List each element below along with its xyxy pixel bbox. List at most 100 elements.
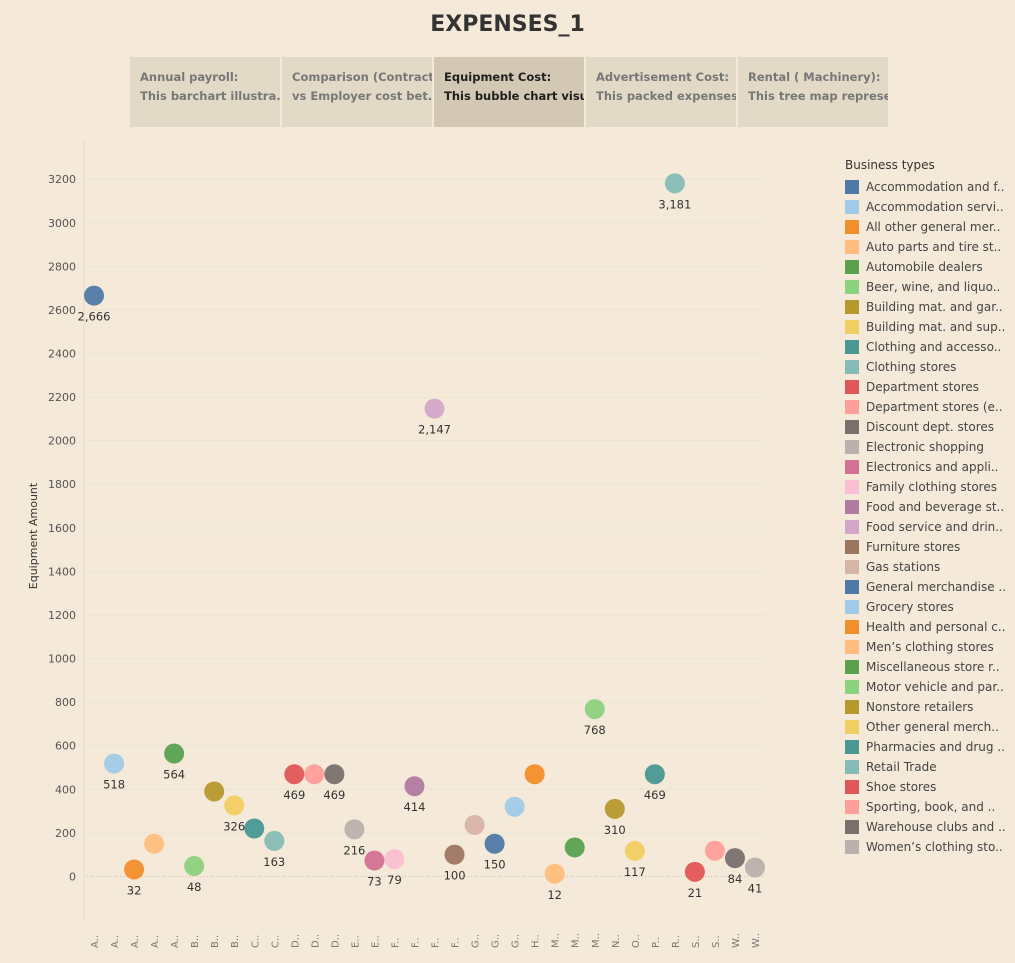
- data-label: 469: [283, 788, 305, 802]
- data-label: 768: [584, 723, 606, 737]
- data-label: 84: [728, 872, 743, 886]
- data-point[interactable]: [404, 776, 425, 797]
- legend-label: Food and beverage st..: [866, 500, 1005, 514]
- legend-swatch: [845, 240, 859, 254]
- data-point[interactable]: [524, 764, 545, 785]
- data-point[interactable]: [184, 855, 205, 876]
- x-tick-label: W..: [751, 933, 762, 948]
- legend-item[interactable]: Auto parts and tire st..: [845, 237, 1015, 257]
- data-point[interactable]: [584, 699, 605, 720]
- legend-item[interactable]: Department stores: [845, 377, 1015, 397]
- data-point[interactable]: [84, 285, 105, 306]
- legend-item[interactable]: Clothing and accesso..: [845, 337, 1015, 357]
- legend-item[interactable]: Discount dept. stores: [845, 417, 1015, 437]
- tab-annual-payroll[interactable]: Annual payroll: This barchart illustra..: [130, 57, 280, 127]
- x-tick-label: B..: [190, 935, 201, 948]
- data-point[interactable]: [624, 840, 645, 861]
- data-point[interactable]: [144, 833, 165, 854]
- legend-item[interactable]: All other general mer..: [845, 217, 1015, 237]
- legend-item[interactable]: Women’s clothing sto..: [845, 837, 1015, 857]
- data-label: 326: [223, 819, 245, 833]
- legend-item[interactable]: Furniture stores: [845, 537, 1015, 557]
- legend-item[interactable]: Nonstore retailers: [845, 697, 1015, 717]
- legend-item[interactable]: Department stores (e..: [845, 397, 1015, 417]
- x-tick-label: W..: [731, 933, 742, 948]
- tab-title: Annual payroll:: [140, 70, 239, 84]
- legend-item[interactable]: Retail Trade: [845, 757, 1015, 777]
- data-point[interactable]: [424, 398, 445, 419]
- legend-item[interactable]: General merchandise ..: [845, 577, 1015, 597]
- legend-label: Furniture stores: [866, 540, 961, 554]
- legend-item[interactable]: Accommodation and f..: [845, 177, 1015, 197]
- legend-item[interactable]: Shoe stores: [845, 777, 1015, 797]
- tab-equipment-cost[interactable]: Equipment Cost: This bubble chart visu..: [434, 57, 584, 127]
- data-point[interactable]: [484, 833, 505, 854]
- legend-swatch: [845, 600, 859, 614]
- data-point[interactable]: [304, 764, 325, 785]
- legend-item[interactable]: Accommodation servi..: [845, 197, 1015, 217]
- data-points: [84, 173, 765, 884]
- legend-item[interactable]: Men’s clothing stores: [845, 637, 1015, 657]
- data-point[interactable]: [164, 743, 185, 764]
- legend-swatch: [845, 300, 859, 314]
- tab-rental-machinery[interactable]: Rental ( Machinery): This tree map repre…: [738, 57, 888, 127]
- data-point[interactable]: [244, 818, 265, 839]
- data-label: 32: [127, 883, 142, 897]
- tab-comparison[interactable]: Comparison (Contract vs Employer cost be…: [282, 57, 432, 127]
- legend-item[interactable]: Electronics and appli..: [845, 457, 1015, 477]
- data-point[interactable]: [384, 849, 405, 870]
- data-point[interactable]: [264, 830, 285, 851]
- legend-item[interactable]: Grocery stores: [845, 597, 1015, 617]
- legend-item[interactable]: Warehouse clubs and ..: [845, 817, 1015, 837]
- data-point[interactable]: [564, 837, 585, 858]
- legend-item[interactable]: Health and personal c..: [845, 617, 1015, 637]
- data-point[interactable]: [724, 848, 745, 869]
- data-point[interactable]: [604, 798, 625, 819]
- tab-caption: vs Employer cost bet..: [292, 89, 432, 103]
- data-point[interactable]: [504, 796, 525, 817]
- data-point[interactable]: [104, 753, 125, 774]
- legend-item[interactable]: Miscellaneous store r..: [845, 657, 1015, 677]
- legend-label: Gas stations: [866, 560, 941, 574]
- legend-swatch: [845, 580, 859, 594]
- legend-item[interactable]: Electronic shopping: [845, 437, 1015, 457]
- legend-label: Nonstore retailers: [866, 700, 974, 714]
- x-tick-label: F..: [410, 937, 421, 948]
- data-point[interactable]: [124, 859, 145, 880]
- data-point[interactable]: [284, 764, 305, 785]
- legend-swatch: [845, 560, 859, 574]
- legend-item[interactable]: Sporting, book, and ..: [845, 797, 1015, 817]
- legend-item[interactable]: Building mat. and gar..: [845, 297, 1015, 317]
- legend-item[interactable]: Building mat. and sup..: [845, 317, 1015, 337]
- legend-item[interactable]: Food service and drin..: [845, 517, 1015, 537]
- x-tick-label: F..: [390, 937, 401, 948]
- data-point[interactable]: [324, 764, 345, 785]
- legend-item[interactable]: Automobile dealers: [845, 257, 1015, 277]
- data-point[interactable]: [364, 850, 385, 871]
- legend-item[interactable]: Motor vehicle and par..: [845, 677, 1015, 697]
- data-point[interactable]: [344, 819, 365, 840]
- data-point[interactable]: [544, 863, 565, 884]
- legend-label: Beer, wine, and liquo..: [866, 280, 1001, 294]
- data-point[interactable]: [644, 764, 665, 785]
- data-point[interactable]: [204, 781, 225, 802]
- data-point[interactable]: [684, 861, 705, 882]
- legend-item[interactable]: Food and beverage st..: [845, 497, 1015, 517]
- legend-item[interactable]: Clothing stores: [845, 357, 1015, 377]
- legend-swatch: [845, 540, 859, 554]
- legend-label: Health and personal c..: [866, 620, 1006, 634]
- data-point[interactable]: [444, 844, 465, 865]
- data-label: 100: [444, 869, 466, 883]
- data-point[interactable]: [744, 857, 765, 878]
- x-tick-label: D..: [310, 934, 321, 948]
- data-point[interactable]: [704, 840, 725, 861]
- legend-item[interactable]: Pharmacies and drug ..: [845, 737, 1015, 757]
- data-point[interactable]: [464, 815, 485, 836]
- legend-item[interactable]: Beer, wine, and liquo..: [845, 277, 1015, 297]
- data-point[interactable]: [664, 173, 685, 194]
- legend-item[interactable]: Other general merch..: [845, 717, 1015, 737]
- legend-item[interactable]: Family clothing stores: [845, 477, 1015, 497]
- data-point[interactable]: [224, 795, 245, 816]
- tab-advertisement-cost[interactable]: Advertisement Cost: This packed expenses…: [586, 57, 736, 127]
- legend-item[interactable]: Gas stations: [845, 557, 1015, 577]
